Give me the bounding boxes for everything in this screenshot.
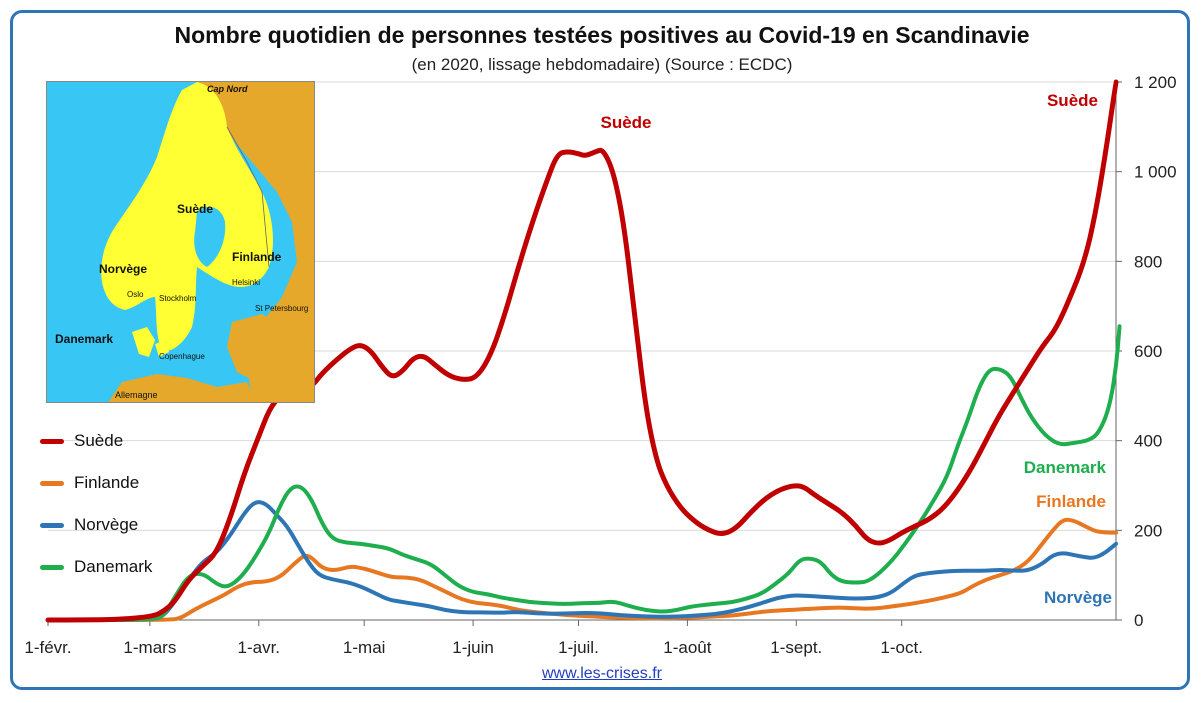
- map-city-helsinki: Helsinki: [232, 278, 261, 287]
- legend-swatch-norvege: [40, 522, 64, 528]
- y-tick-label-600: 600: [1134, 342, 1162, 361]
- series-line-danemark: [46, 324, 1122, 622]
- y-tick-label-1000: 1 000: [1134, 163, 1177, 182]
- map-label-danemark: Danemark: [55, 332, 114, 346]
- x-tick-label-6: 1-août: [663, 638, 711, 657]
- map-label-norvege: Norvège: [99, 262, 148, 276]
- annotation-danemark-2: Danemark: [1024, 458, 1107, 477]
- x-tick-label-8: 1-oct.: [880, 638, 923, 657]
- series-annotations: Suède Suède Danemark Finlande Norvège: [600, 91, 1112, 607]
- y-tick-label-200: 200: [1134, 521, 1162, 540]
- y-tick-label-0: 0: [1134, 611, 1143, 630]
- map-image: [47, 82, 314, 402]
- legend-swatch-danemark: [40, 564, 64, 570]
- legend-label-danemark: Danemark: [74, 557, 153, 576]
- map-label-allemagne: Allemagne: [115, 390, 158, 400]
- x-tick-label-3: 1-mai: [343, 638, 386, 657]
- y-tick-label-1200: 1 200: [1134, 73, 1177, 92]
- x-tick-label-2: 1-avr.: [238, 638, 281, 657]
- x-tick-label-1: 1-mars: [123, 638, 176, 657]
- legend-swatch-suede: [40, 438, 64, 444]
- x-tick-label-5: 1-juil.: [558, 638, 599, 657]
- legend-label-suede: Suède: [74, 431, 124, 450]
- annotation-finlande-3: Finlande: [1036, 492, 1106, 511]
- y-tick-label-800: 800: [1134, 252, 1162, 271]
- map-label-suede: Suède: [177, 202, 214, 216]
- map-label-cap-nord: Cap Nord: [207, 84, 248, 94]
- x-tick-label-7: 1-sept.: [770, 638, 822, 657]
- series-line-norvège: [46, 500, 1118, 622]
- chart-subtitle: (en 2020, lissage hebdomadaire) (Source …: [411, 55, 793, 74]
- map-city-st-petersbourg: St Petersbourg: [255, 304, 309, 313]
- map-city-copenhague: Copenhague: [159, 352, 205, 361]
- chart-legend: Suède Finlande Norvège Danemark: [40, 420, 152, 588]
- y-tick-label-400: 400: [1134, 432, 1162, 451]
- scandinavia-map: Cap Nord Suède Finlande Norvège Danemark…: [46, 81, 315, 403]
- legend-item-finlande: Finlande: [40, 462, 152, 504]
- annotation-suède-0: Suède: [600, 113, 651, 132]
- legend-label-finlande: Finlande: [74, 473, 140, 492]
- chart-title: Nombre quotidien de personnes testées po…: [174, 22, 1030, 48]
- legend-item-danemark: Danemark: [40, 546, 152, 588]
- legend-item-norvege: Norvège: [40, 504, 152, 546]
- x-tick-label-0: 1-févr.: [24, 638, 71, 657]
- legend-item-suede: Suède: [40, 420, 152, 462]
- map-label-finlande: Finlande: [232, 250, 282, 264]
- map-city-stockholm: Stockholm: [159, 294, 197, 303]
- legend-label-norvege: Norvège: [74, 515, 139, 534]
- series-lines: [45, 79, 1122, 623]
- series-line-finlande: [46, 517, 1118, 622]
- annotation-norvège-4: Norvège: [1044, 588, 1112, 607]
- x-tick-label-4: 1-juin: [452, 638, 494, 657]
- map-city-oslo: Oslo: [127, 290, 144, 299]
- annotation-suède-1: Suède: [1047, 91, 1098, 110]
- source-link[interactable]: www.les-crises.fr: [541, 665, 662, 682]
- legend-swatch-finlande: [40, 480, 64, 486]
